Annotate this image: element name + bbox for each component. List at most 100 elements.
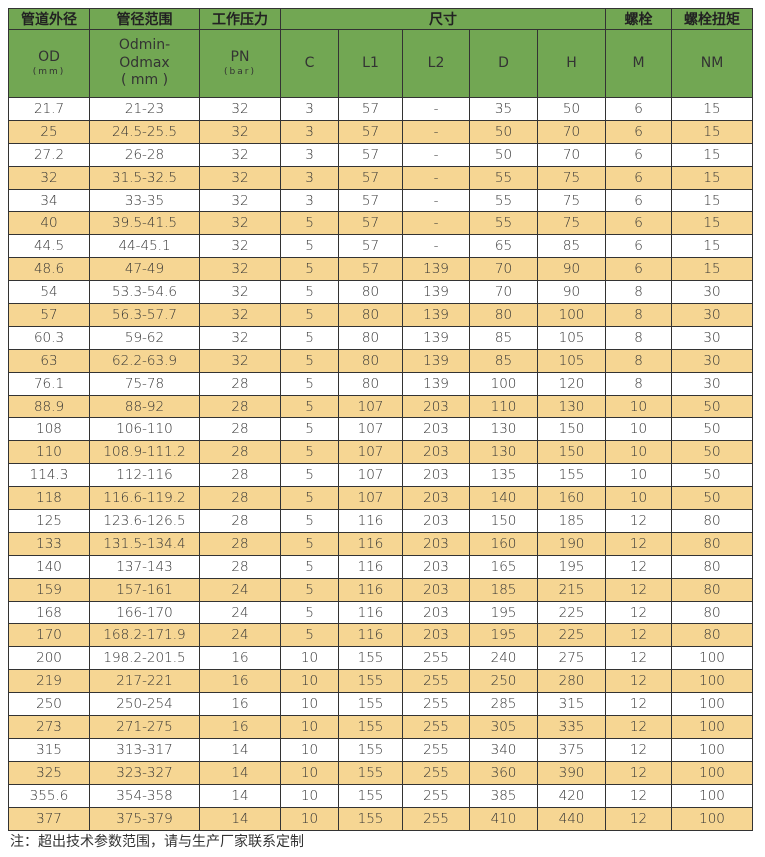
table-cell: 315	[8, 737, 90, 762]
header-l1: L1	[338, 29, 403, 98]
table-cell: 5	[280, 234, 339, 259]
table-cell: 28	[199, 531, 281, 556]
table-cell: 12	[605, 806, 673, 831]
table-cell: 6	[605, 234, 673, 259]
header-group-row: 管道外径 管径范围 工作压力 尺寸 螺栓 螺栓扭矩	[8, 8, 754, 30]
table-cell: -	[402, 142, 470, 167]
table-cell: 32	[199, 211, 281, 236]
table-cell: 203	[402, 394, 470, 419]
table-cell: 3	[280, 97, 339, 121]
table-cell: 57	[338, 97, 403, 121]
table-cell: -	[402, 165, 470, 190]
table-cell: 24	[199, 577, 281, 602]
table-cell: 14	[199, 760, 281, 785]
range-line2: Odmax	[119, 54, 170, 71]
header-c: C	[280, 29, 339, 98]
header-column-row: OD (mm) Odmin- Odmax( mm ) PN (bar) C L1 L2…	[8, 29, 754, 98]
table-cell: 12	[605, 669, 673, 694]
table-cell: 203	[402, 531, 470, 556]
table-cell: 24.5-25.5	[89, 119, 200, 144]
table-cell: 33-35	[89, 188, 200, 213]
table-cell: 16	[199, 692, 281, 717]
table-cell: 60.3	[8, 325, 90, 350]
table-cell: 12	[605, 783, 673, 808]
table-cell: 255	[402, 715, 470, 739]
table-cell: 57	[338, 119, 403, 144]
table-cell: 440	[536, 806, 607, 831]
header-h: H	[536, 29, 607, 98]
table-cell: 271-275	[89, 715, 200, 739]
table-cell: 5	[280, 486, 339, 511]
table-cell: 90	[536, 280, 607, 305]
table-cell: 375-379	[89, 806, 200, 831]
table-cell: 65	[469, 234, 538, 259]
table-cell: 30	[671, 303, 754, 327]
table-cell: 70	[536, 142, 607, 167]
table-cell: 155	[338, 783, 403, 808]
table-cell: 30	[671, 348, 754, 373]
table-cell: 410	[469, 806, 538, 831]
table-cell: 12	[605, 577, 673, 602]
table-cell: 217-221	[89, 669, 200, 694]
table-cell: 88.9	[8, 394, 90, 419]
table-cell: 50	[536, 97, 607, 121]
table-cell: 166-170	[89, 600, 200, 625]
table-cell: 12	[605, 715, 673, 739]
header-dimensions: 尺寸	[279, 8, 607, 30]
table-cell: 40	[8, 211, 90, 236]
specification-table: 管道外径 管径范围 工作压力 尺寸 螺栓 螺栓扭矩 OD (mm) Odmin- O…	[8, 8, 754, 831]
table-cell: 21.7	[8, 97, 90, 121]
table-cell: 255	[402, 760, 470, 785]
table-cell: 28	[199, 554, 281, 579]
header-m: M	[605, 29, 673, 98]
table-cell: 5	[280, 211, 339, 236]
table-cell: 80	[671, 623, 754, 648]
table-cell: 285	[469, 692, 538, 717]
table-row: 60.3 59-62 32 5 80 139 85 105 8 30	[8, 325, 754, 350]
table-cell: 155	[338, 669, 403, 694]
table-cell: 6	[605, 188, 673, 213]
table-cell: 165	[469, 554, 538, 579]
table-cell: 6	[605, 142, 673, 167]
table-cell: 80	[671, 554, 754, 579]
table-cell: 140	[469, 486, 538, 511]
table-cell: 28	[199, 394, 281, 419]
table-cell: 5	[280, 280, 339, 305]
header-od: OD (mm)	[8, 29, 90, 98]
table-cell: 12	[605, 760, 673, 785]
table-cell: 15	[671, 97, 754, 121]
table-cell: -	[402, 234, 470, 259]
table-cell: 340	[469, 737, 538, 762]
table-cell: 6	[605, 119, 673, 144]
table-cell: 32	[199, 188, 281, 213]
table-cell: 390	[536, 760, 607, 785]
table-cell: 80	[338, 325, 403, 350]
table-cell: 110	[469, 394, 538, 419]
table-row: 27.2 26-28 32 3 57-50 70 6 15	[8, 142, 754, 167]
range-line1: Odmin-	[118, 37, 171, 54]
table-cell: 195	[536, 554, 607, 579]
footnote: 注：超出技术参数范围，请与生产厂家联系定制	[10, 834, 304, 850]
table-cell: 203	[402, 486, 470, 511]
range-unit: ( mm )	[120, 72, 169, 89]
table-cell: 56.3-57.7	[89, 303, 200, 327]
table-cell: 14	[199, 806, 281, 831]
table-row: 114.3 112-116 28 5 107 203 135 155 10 50	[8, 463, 754, 488]
table-cell: 168.2-171.9	[89, 623, 200, 648]
table-cell: 26-28	[89, 142, 200, 167]
table-cell: 32	[199, 142, 281, 167]
table-cell: 150	[469, 509, 538, 533]
table-cell: 250-254	[89, 692, 200, 717]
table-cell: 139	[402, 303, 470, 327]
table-cell: 35	[469, 97, 538, 121]
table-cell: 75	[536, 165, 607, 190]
table-cell: 8	[605, 325, 673, 350]
table-cell: 75-78	[89, 371, 200, 396]
table-cell: 21-23	[89, 97, 200, 121]
table-cell: 39.5-41.5	[89, 211, 200, 236]
table-cell: 12	[605, 600, 673, 625]
table-cell: 250	[8, 692, 90, 717]
table-cell: 100	[671, 760, 754, 785]
table-cell: 360	[469, 760, 538, 785]
table-cell: 30	[671, 280, 754, 305]
